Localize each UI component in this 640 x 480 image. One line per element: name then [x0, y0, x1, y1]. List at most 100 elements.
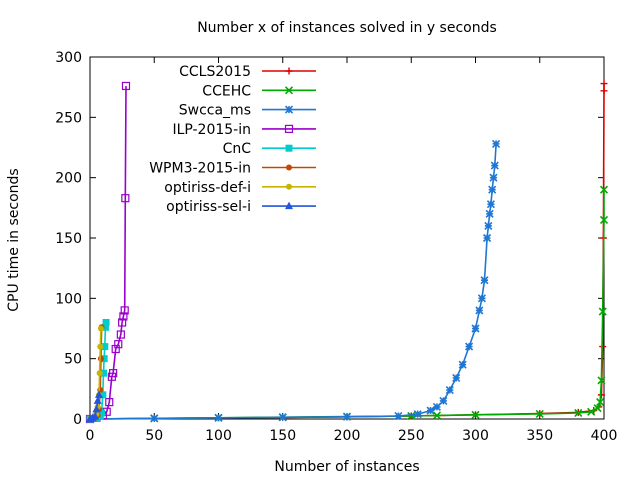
series-line: [89, 85, 127, 420]
series-line: [89, 83, 605, 420]
data-point: [116, 330, 125, 339]
x-tick-label: 100: [205, 428, 232, 444]
series-line: [89, 143, 497, 420]
series-3: [85, 81, 131, 424]
data-point: [100, 355, 108, 363]
data-point: [596, 398, 605, 407]
legend-marker: [285, 67, 293, 75]
x-tick-label: 200: [334, 428, 361, 444]
legend-label: WPM3-2015-in: [149, 161, 251, 177]
legend-label: CnC: [223, 141, 252, 157]
data-point: [426, 406, 435, 415]
data-point: [342, 412, 352, 421]
data-point: [150, 414, 159, 423]
legend-label: optiriss-def-i: [164, 180, 251, 196]
legend-marker: [284, 105, 294, 114]
data-point: [102, 318, 110, 326]
data-point: [458, 360, 467, 369]
data-point: [439, 396, 448, 405]
legend: CCLS2015 CCEHC Swcca_ms ILP-2015-in CnC WPM3-…: [149, 64, 316, 215]
data-point: [574, 408, 583, 418]
data-point: [105, 398, 114, 407]
data-point: [278, 413, 287, 422]
axes: 0 50 100 150 200 250 300 350 400 0 50 100 150 200 250 3…: [55, 50, 617, 444]
data-point: [432, 411, 442, 420]
data-point: [482, 233, 492, 243]
y-tick-label: 100: [55, 291, 82, 307]
data-point: [109, 369, 118, 378]
series-line: [89, 189, 605, 420]
data-point: [120, 306, 129, 315]
legend-marker: [286, 164, 292, 171]
legend-marker: [284, 124, 294, 134]
x-tick-label: 50: [145, 428, 163, 444]
y-tick-label: 50: [64, 352, 82, 368]
series-7: [86, 390, 103, 422]
legend-label: optiriss-sel-i: [166, 199, 251, 215]
data-point: [214, 413, 223, 422]
data-point: [432, 402, 442, 411]
data-point: [92, 404, 101, 413]
series-group: [85, 80, 609, 424]
y-tick-label: 250: [55, 110, 82, 126]
data-point: [489, 173, 498, 182]
data-point: [491, 139, 501, 148]
data-point: [93, 396, 102, 404]
data-point: [119, 312, 128, 321]
x-tick-label: 0: [86, 428, 95, 444]
data-point: [485, 209, 494, 218]
data-point: [490, 161, 499, 170]
plot-frame: [89, 56, 605, 420]
data-point: [587, 407, 596, 416]
data-point: [488, 185, 497, 194]
legend-label: ILP-2015-in: [172, 122, 251, 138]
x-tick-label: 350: [526, 428, 553, 444]
data-point: [98, 409, 106, 417]
data-point: [407, 411, 416, 421]
data-point: [99, 369, 107, 377]
data-point: [535, 409, 544, 418]
data-point: [91, 412, 100, 420]
legend-label: Swcca_ms: [179, 103, 251, 119]
x-tick-label: 250: [398, 428, 425, 444]
legend-marker: [284, 86, 294, 95]
data-point: [452, 373, 461, 383]
y-tick-label: 150: [55, 231, 82, 247]
data-point: [599, 185, 609, 194]
data-point: [597, 376, 606, 385]
x-axis-label: Number of instances: [274, 459, 419, 475]
series-2: [85, 139, 501, 424]
data-point: [465, 342, 474, 351]
data-point: [600, 87, 608, 95]
legend-label: CCLS2015: [179, 64, 251, 80]
data-point: [97, 325, 104, 332]
data-point: [101, 343, 109, 351]
data-point: [394, 411, 403, 421]
data-point: [486, 200, 495, 209]
data-point: [118, 318, 127, 327]
data-point: [101, 323, 109, 331]
data-point: [121, 81, 131, 91]
data-point: [477, 294, 486, 303]
y-tick-label: 0: [73, 412, 82, 428]
data-point: [475, 306, 484, 315]
data-point: [94, 390, 103, 398]
legend-marker: [286, 183, 292, 190]
data-point: [471, 410, 480, 419]
x-tick-label: 300: [462, 428, 489, 444]
data-point: [445, 385, 454, 395]
legend-label: CCEHC: [202, 83, 251, 99]
data-point: [121, 194, 130, 203]
chart-title: Number x of instances solved in y second…: [197, 20, 497, 36]
data-point: [598, 307, 607, 316]
data-point: [480, 276, 489, 285]
y-axis-label: CPU time in seconds: [6, 168, 22, 311]
data-point: [471, 324, 480, 333]
data-point: [413, 410, 422, 419]
data-point: [600, 80, 608, 88]
data-point: [593, 404, 602, 413]
y-tick-label: 300: [55, 50, 82, 66]
legend-marker: [285, 201, 293, 210]
data-point: [599, 215, 609, 224]
